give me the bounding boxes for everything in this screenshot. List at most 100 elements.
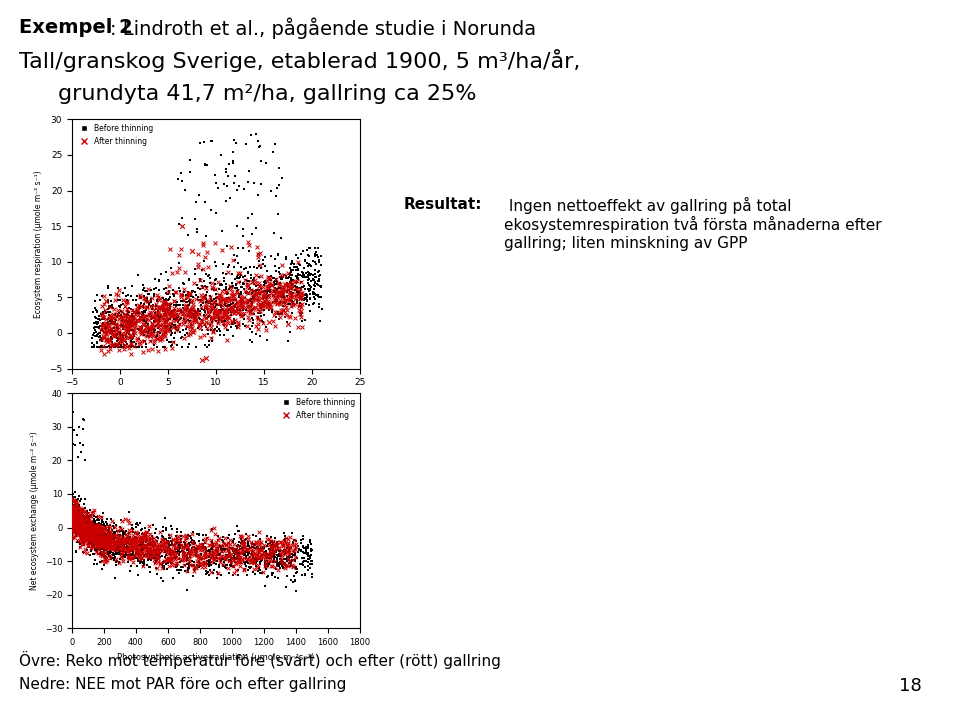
Point	[239, 543, 254, 555]
Point	[119, 543, 134, 555]
Point	[189, 541, 204, 552]
Point	[74, 526, 89, 537]
Point	[243, 129, 258, 140]
Point	[149, 294, 164, 305]
Point	[84, 534, 99, 545]
Point	[301, 553, 317, 564]
Point	[163, 307, 179, 318]
Point	[105, 340, 120, 351]
Point	[67, 486, 83, 498]
Point	[249, 320, 264, 331]
Point	[212, 305, 228, 316]
Point	[278, 532, 294, 543]
Point	[185, 285, 201, 296]
Point	[257, 298, 273, 309]
Point	[140, 319, 156, 330]
Point	[237, 541, 252, 552]
Point	[140, 331, 156, 342]
Point	[230, 544, 246, 555]
Point	[118, 319, 133, 330]
Point	[276, 304, 291, 315]
Point	[155, 545, 170, 557]
Point	[150, 317, 165, 329]
Point	[243, 537, 258, 548]
Point	[130, 332, 145, 343]
Point	[191, 552, 206, 563]
Point	[168, 306, 183, 317]
Point	[77, 515, 92, 526]
Point	[193, 554, 208, 565]
Point	[118, 328, 133, 339]
Point	[234, 536, 250, 547]
Point	[246, 554, 261, 565]
Point	[190, 249, 205, 260]
Point	[95, 307, 110, 318]
Point	[79, 547, 94, 558]
Point	[138, 293, 154, 305]
Point	[257, 555, 273, 567]
Point	[149, 542, 164, 553]
Point	[135, 312, 151, 323]
Point	[102, 519, 117, 531]
Point	[69, 517, 84, 529]
Point	[76, 515, 91, 526]
Point	[166, 303, 181, 314]
Point	[191, 312, 206, 324]
Point	[109, 555, 125, 567]
Point	[178, 293, 193, 304]
Point	[224, 306, 239, 317]
Point	[94, 534, 109, 545]
Point	[72, 509, 87, 520]
Point	[93, 531, 108, 542]
Point	[259, 288, 275, 299]
Point	[121, 553, 136, 564]
Point	[86, 538, 102, 550]
Point	[126, 548, 141, 559]
Point	[160, 299, 176, 310]
Point	[74, 509, 89, 520]
Point	[99, 533, 114, 544]
Point	[148, 548, 163, 559]
Point	[128, 541, 143, 552]
Point	[277, 560, 293, 571]
Point	[230, 555, 246, 566]
Point	[151, 307, 166, 318]
Point	[217, 544, 232, 555]
Point	[276, 293, 292, 304]
Point	[132, 524, 148, 536]
Point	[103, 531, 118, 542]
Point	[228, 545, 244, 557]
Point	[130, 536, 145, 548]
Point	[160, 294, 176, 305]
Point	[134, 538, 150, 550]
Point	[103, 540, 118, 551]
Point	[222, 548, 237, 559]
Point	[115, 294, 131, 305]
Point	[298, 562, 313, 573]
Point	[244, 269, 259, 280]
Point	[285, 288, 300, 299]
Point	[101, 294, 116, 305]
Point	[65, 526, 81, 537]
Point	[80, 507, 95, 518]
Point	[132, 555, 147, 567]
Point	[144, 324, 159, 335]
Point	[80, 526, 95, 537]
Point	[77, 536, 92, 548]
Point	[229, 271, 245, 282]
Point	[67, 522, 83, 534]
Point	[102, 541, 117, 552]
Point	[77, 454, 92, 465]
Point	[88, 541, 104, 552]
Point	[130, 542, 145, 553]
Point	[86, 504, 102, 515]
Point	[69, 430, 84, 441]
Point	[277, 536, 293, 547]
Point	[187, 312, 203, 323]
Point	[180, 557, 196, 569]
Point	[275, 173, 290, 184]
Point	[164, 263, 180, 274]
Point	[97, 534, 112, 545]
Point	[109, 536, 125, 547]
Point	[156, 294, 171, 305]
